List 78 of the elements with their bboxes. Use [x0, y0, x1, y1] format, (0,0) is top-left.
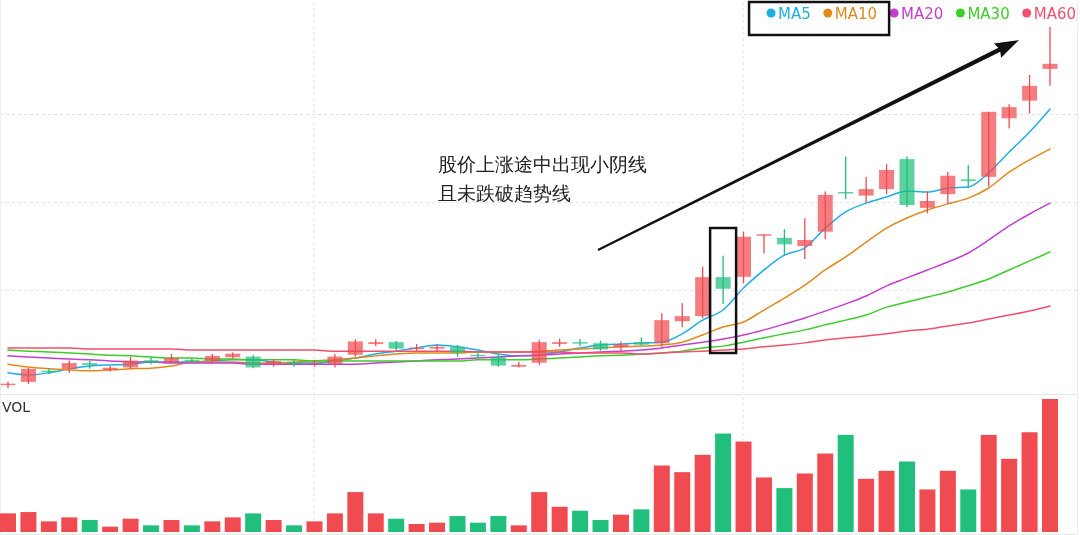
candlestick	[1042, 26, 1058, 87]
bar	[715, 433, 732, 532]
candlestick	[776, 228, 792, 256]
bar	[204, 521, 221, 532]
candlestick	[531, 339, 547, 366]
bar	[592, 520, 609, 532]
bar	[694, 454, 711, 532]
bar	[61, 517, 78, 532]
bar	[878, 470, 895, 532]
candlestick	[797, 217, 813, 260]
bar	[469, 522, 486, 532]
bar	[429, 522, 446, 532]
bar	[143, 525, 160, 532]
bar	[102, 526, 119, 532]
candlestick	[879, 163, 895, 195]
bar	[1021, 432, 1038, 532]
legend-label: MA30	[967, 4, 1010, 23]
bar	[858, 478, 875, 532]
candlestick	[1001, 103, 1017, 130]
candlestick	[572, 338, 588, 347]
bar	[898, 461, 915, 532]
bar	[265, 520, 282, 532]
candlestick	[858, 176, 874, 204]
bar	[388, 518, 405, 532]
bar	[0, 513, 16, 532]
bar	[980, 434, 997, 532]
bar	[183, 525, 200, 532]
bar	[653, 465, 670, 532]
bar	[81, 520, 98, 532]
candlestick	[940, 171, 956, 205]
bar	[837, 434, 854, 532]
bar	[674, 472, 691, 532]
bar	[1001, 458, 1018, 532]
bar	[40, 521, 57, 532]
chart-title: VOL	[2, 399, 31, 415]
candlestick	[286, 359, 302, 368]
candlestick	[429, 343, 445, 352]
candlestick	[613, 340, 629, 352]
bar	[735, 441, 752, 532]
legend-label: MA5	[778, 4, 811, 23]
bar	[633, 509, 650, 532]
bar	[122, 518, 139, 532]
bar	[367, 513, 384, 532]
bar	[776, 488, 793, 532]
bar	[1042, 399, 1058, 532]
candlestick	[960, 164, 976, 189]
bar	[408, 524, 425, 532]
bar	[347, 492, 364, 532]
legend-label: MA60	[1033, 4, 1076, 23]
bar	[326, 513, 343, 532]
bar	[919, 489, 936, 532]
bar	[306, 521, 323, 532]
bar	[551, 506, 568, 532]
candlestick	[674, 302, 690, 328]
bar	[817, 453, 834, 532]
bar	[490, 516, 507, 532]
bar	[449, 516, 466, 532]
bar	[224, 517, 241, 532]
candlestick	[654, 312, 670, 348]
legend-label: MA20	[901, 4, 944, 23]
candlestick	[919, 190, 935, 214]
bar	[531, 492, 548, 532]
bar	[755, 477, 772, 532]
annotation: 股价上涨途中出现小阴线且未跌破趋势线	[438, 153, 647, 204]
bar	[796, 473, 813, 532]
legend-label: MA10	[834, 4, 878, 23]
bar	[572, 510, 589, 532]
bar	[245, 513, 262, 532]
candlestick	[756, 233, 772, 254]
bar	[939, 470, 956, 532]
bar	[163, 520, 180, 532]
bar	[20, 512, 37, 532]
bar	[286, 525, 303, 532]
bar	[960, 489, 977, 532]
bar	[510, 525, 527, 532]
bar	[612, 514, 629, 532]
candlestick	[715, 255, 731, 305]
candlestick	[1022, 74, 1038, 114]
